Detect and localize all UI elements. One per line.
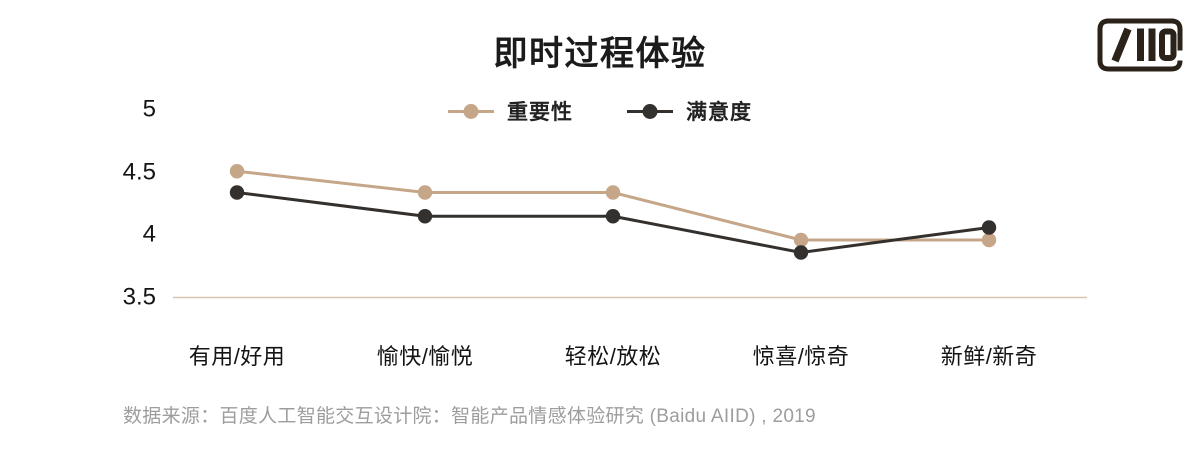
y-axis-tick-label: 5: [142, 95, 156, 123]
x-axis-category-label: 惊喜/惊奇: [752, 344, 850, 369]
logo-ring: [1159, 28, 1177, 61]
logo-bar-1: [1137, 28, 1144, 61]
logo-bar-2: [1148, 28, 1156, 61]
legend-label: 满意度: [686, 101, 752, 124]
data-point: [417, 209, 433, 224]
data-point: [605, 209, 621, 224]
data-point: [229, 164, 245, 179]
x-axis-category-label: 愉快/愉悦: [376, 344, 474, 369]
x-axis-category-label: 有用/好用: [188, 344, 286, 369]
chart-legend: 重要性 满意度: [0, 96, 1200, 126]
x-axis-category-label: 轻松/放松: [564, 344, 662, 369]
y-axis-tick-label: 4: [142, 220, 156, 248]
y-axis-tick-label: 3.5: [122, 282, 156, 310]
legend-marker-icon: [627, 103, 673, 119]
page-title: 即时过程体验: [493, 35, 707, 73]
x-axis-category-label: 新鲜/新奇: [940, 344, 1038, 369]
data-point: [793, 232, 809, 248]
y-axis-tick-label: 4.5: [122, 157, 156, 185]
legend-item-0: 重要性: [448, 96, 573, 126]
data-point: [605, 185, 621, 200]
source-note: 数据来源：百度人工智能交互设计院：智能产品情感体验研究 (Baidu AIID)…: [123, 406, 816, 427]
legend-label: 重要性: [507, 101, 573, 124]
logo-frame: [1097, 18, 1183, 72]
data-point: [793, 245, 809, 260]
legend-marker-icon: [448, 103, 494, 119]
data-point: [417, 185, 433, 200]
data-point: [981, 232, 997, 248]
data-point: [229, 185, 245, 200]
data-point: [981, 220, 997, 235]
logo-slash: [1111, 27, 1132, 63]
legend-item-1: 满意度: [627, 96, 752, 126]
aiid-logo-icon: [1097, 18, 1183, 72]
